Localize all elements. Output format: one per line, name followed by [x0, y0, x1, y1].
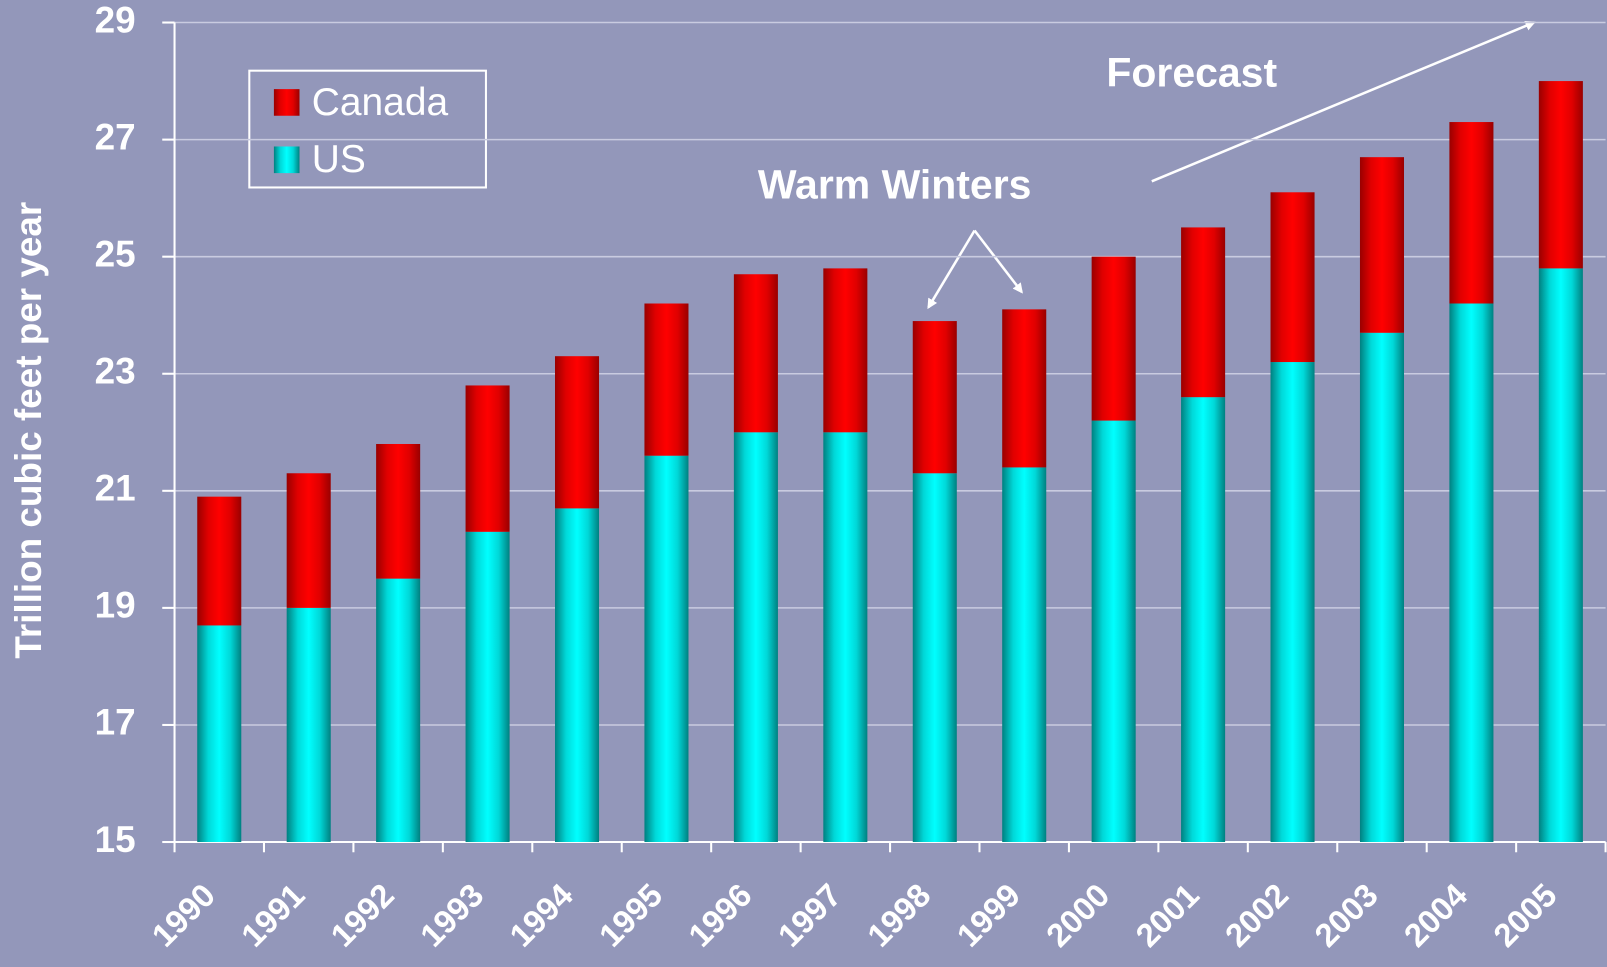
bar-segment [1091, 420, 1136, 843]
x-tick-label: 1998 [860, 876, 938, 954]
bar-segment [1538, 81, 1583, 269]
bar-segment [912, 473, 957, 843]
x-tick-label: 1991 [234, 876, 312, 954]
bar-segment [823, 432, 868, 843]
bar-segment [1359, 332, 1405, 843]
x-tick-label: 1992 [323, 876, 401, 954]
bar-segment [733, 274, 778, 433]
bar-segment [912, 321, 957, 474]
y-tick-label: 25 [95, 233, 136, 274]
bar-segment [286, 473, 331, 608]
bar-segment [1449, 122, 1494, 304]
y-tick-label: 17 [95, 702, 136, 743]
y-tick-label: 29 [95, 0, 136, 40]
legend-label: Canada [312, 81, 449, 124]
x-tick-label: 2002 [1218, 876, 1296, 954]
bar-segment [376, 578, 421, 843]
annotation: Forecast [1106, 50, 1277, 96]
bar-segment [1538, 268, 1583, 843]
bar-segment [376, 443, 421, 579]
x-tick-label: 1999 [949, 876, 1027, 954]
annotation-arrow [927, 229, 976, 310]
bar-segment [733, 432, 778, 843]
bar-segment [1270, 362, 1315, 843]
x-tick-label: 2005 [1486, 876, 1564, 954]
bar-segment [1091, 256, 1136, 421]
legend-label: US [312, 138, 366, 181]
bar-segment [1359, 157, 1405, 333]
x-tick-label: 2004 [1397, 876, 1475, 954]
bar-segment [644, 303, 689, 456]
annotation: Warm Winters [758, 161, 1032, 207]
y-tick-label: 23 [95, 350, 136, 391]
bar-segment [1002, 309, 1047, 468]
bar-segment [197, 496, 242, 626]
bar-segment [465, 531, 510, 843]
bar-segment [1449, 303, 1494, 843]
annotation-arrow [973, 229, 1023, 294]
x-tick-label: 1990 [144, 876, 222, 954]
x-tick-label: 1997 [770, 876, 848, 954]
x-tick-label: 1994 [502, 876, 580, 954]
bar-segment [1002, 467, 1047, 843]
bar-segment [465, 385, 510, 532]
bar-segment [1181, 227, 1226, 398]
y-tick-label: 19 [95, 585, 136, 626]
bar-segment [554, 356, 600, 509]
y-tick-label: 21 [95, 468, 136, 509]
x-tick-label: 2000 [1039, 876, 1117, 954]
bar-segment [823, 268, 868, 433]
x-tick-label: 1995 [592, 876, 670, 954]
bar-segment [1270, 192, 1315, 363]
bar-segment [644, 455, 689, 843]
bar-segment [1181, 397, 1226, 843]
bar-segment [197, 625, 242, 843]
y-tick-label: 27 [95, 116, 136, 157]
y-tick-label: 15 [95, 819, 136, 860]
x-tick-label: 2001 [1128, 876, 1206, 954]
x-tick-label: 1996 [681, 876, 759, 954]
x-tick-label: 2003 [1307, 876, 1385, 954]
bar-segment [286, 607, 331, 843]
y-axis-label: Trillion cubic feet per year [8, 202, 49, 659]
annotation-arrow [1151, 20, 1536, 183]
bar-segment [554, 508, 600, 843]
x-tick-label: 1993 [413, 876, 491, 954]
legend-swatch [273, 146, 300, 174]
legend-swatch [273, 89, 300, 116]
legend-box [248, 69, 487, 189]
